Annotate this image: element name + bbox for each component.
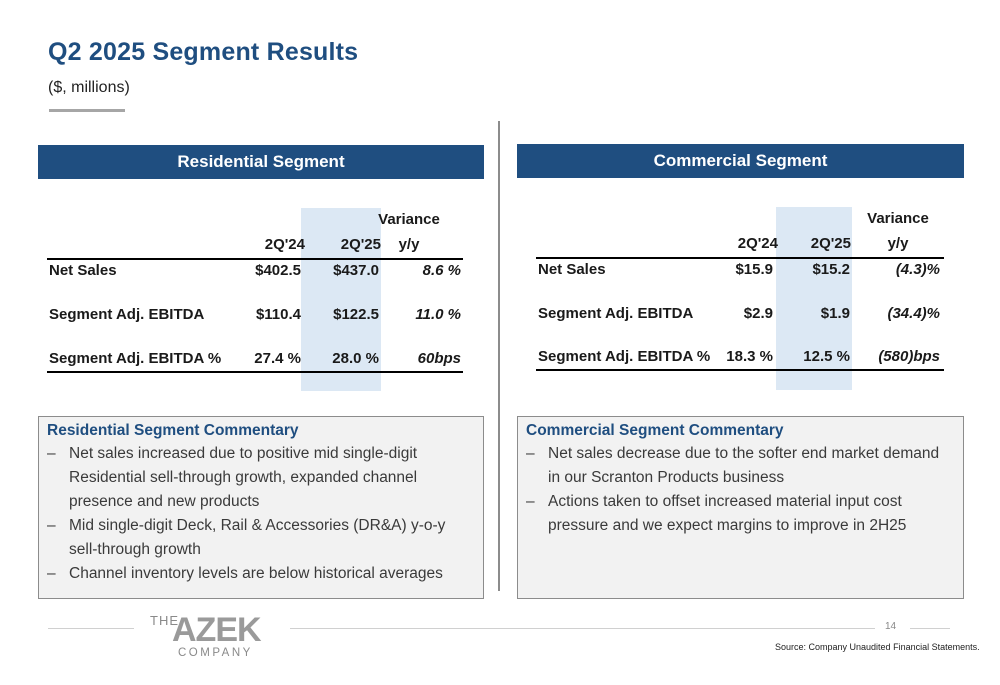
col-header-variance-yy: y/y [887, 235, 909, 252]
commercial-table: 2Q'24 2Q'25 Variance y/y Net Sales $15.9… [536, 207, 944, 377]
page-subtitle: ($, millions) [48, 79, 130, 96]
row-label: Segment Adj. EBITDA [538, 304, 694, 322]
logo-company-text: COMPANY [178, 647, 253, 659]
row-label: Segment Adj. EBITDA % [538, 347, 711, 365]
page-title: Q2 2025 Segment Results [48, 38, 359, 66]
row-current: 28.0 % [332, 349, 379, 367]
table-row: Segment Adj. EBITDA $110.4 $122.5 11.0 % [47, 299, 463, 329]
commercial-current-highlight [776, 207, 852, 390]
row-variance: (34.4)% [887, 304, 940, 322]
table-bottom-rule [47, 371, 463, 373]
commentary-title: Commercial Segment Commentary [526, 422, 784, 439]
residential-table: 2Q'24 2Q'25 Variance y/y Net Sales $402.… [47, 208, 463, 378]
table-row: Net Sales $402.5 $437.0 8.6 % [47, 255, 463, 285]
row-label: Net Sales [49, 261, 117, 279]
residential-current-highlight [301, 208, 381, 391]
row-prior: $110.4 [255, 305, 301, 323]
commercial-segment-header: Commercial Segment [517, 144, 964, 178]
row-current: 12.5 % [803, 347, 850, 365]
commercial-commentary-box: Commercial Segment Commentary – Net sales… [517, 416, 964, 599]
col-header-variance: Variance [378, 211, 440, 228]
row-prior: 18.3 % [726, 347, 773, 365]
col-header-prior: 2Q'24 [264, 236, 305, 253]
footer-rule-left [48, 628, 134, 629]
source-note: Source: Company Unaudited Financial Stat… [775, 642, 980, 652]
logo-azek-text: AZEK [172, 611, 262, 649]
row-current: $1.9 [820, 304, 850, 322]
row-variance: 60bps [417, 349, 461, 367]
azek-logo: THE AZEK COMPANY [150, 611, 263, 659]
page-number: 14 [885, 621, 897, 632]
row-current: $122.5 [333, 305, 379, 323]
title-underline [49, 109, 125, 112]
col-header-prior: 2Q'24 [737, 235, 778, 252]
commentary-bullet: – Channel inventory levels are below hist… [47, 565, 443, 582]
row-prior: $2.9 [743, 304, 773, 322]
row-prior: $402.5 [255, 261, 301, 279]
row-prior: 27.4 % [254, 349, 301, 367]
row-prior: $15.9 [735, 260, 773, 278]
commentary-bullet: – Net sales decrease due to the softer en… [526, 445, 940, 486]
row-variance: 11.0 % [415, 305, 461, 323]
table-row: Segment Adj. EBITDA % 18.3 % 12.5 % (580… [536, 341, 944, 371]
table-row: Segment Adj. EBITDA $2.9 $1.9 (34.4)% [536, 298, 944, 328]
residential-commentary-box: Residential Segment Commentary – Net sale… [38, 416, 484, 599]
commentary-bullet: – Mid single-digit Deck, Rail & Accessori… [47, 517, 446, 558]
row-variance: 8.6 % [422, 261, 461, 279]
footer-rule-mid [290, 628, 875, 629]
row-current: $437.0 [333, 261, 379, 279]
table-header-rule [47, 258, 463, 260]
commentary-title: Residential Segment Commentary [47, 422, 299, 439]
footer-rule-right [910, 628, 950, 629]
residential-segment-header: Residential Segment [38, 145, 484, 179]
row-current: $15.2 [812, 260, 850, 278]
row-variance: (4.3)% [895, 260, 940, 278]
row-label: Segment Adj. EBITDA % [49, 349, 222, 367]
col-header-variance-yy: y/y [398, 236, 420, 253]
table-header-rule [536, 257, 944, 259]
col-header-current: 2Q'25 [810, 235, 851, 252]
commentary-bullet: – Actions taken to offset increased mater… [526, 493, 907, 534]
row-label: Net Sales [538, 260, 606, 278]
logo-the-text: THE [150, 613, 179, 628]
row-label: Segment Adj. EBITDA [49, 305, 205, 323]
table-row: Net Sales $15.9 $15.2 (4.3)% [536, 254, 944, 284]
col-header-current: 2Q'25 [340, 236, 381, 253]
row-variance: (580)bps [878, 347, 940, 365]
table-row: Segment Adj. EBITDA % 27.4 % 28.0 % 60bp… [47, 343, 463, 373]
commentary-bullet: – Net sales increased due to positive mid… [47, 445, 418, 510]
col-header-variance: Variance [867, 210, 929, 227]
table-bottom-rule [536, 369, 944, 371]
vertical-divider [498, 121, 500, 591]
